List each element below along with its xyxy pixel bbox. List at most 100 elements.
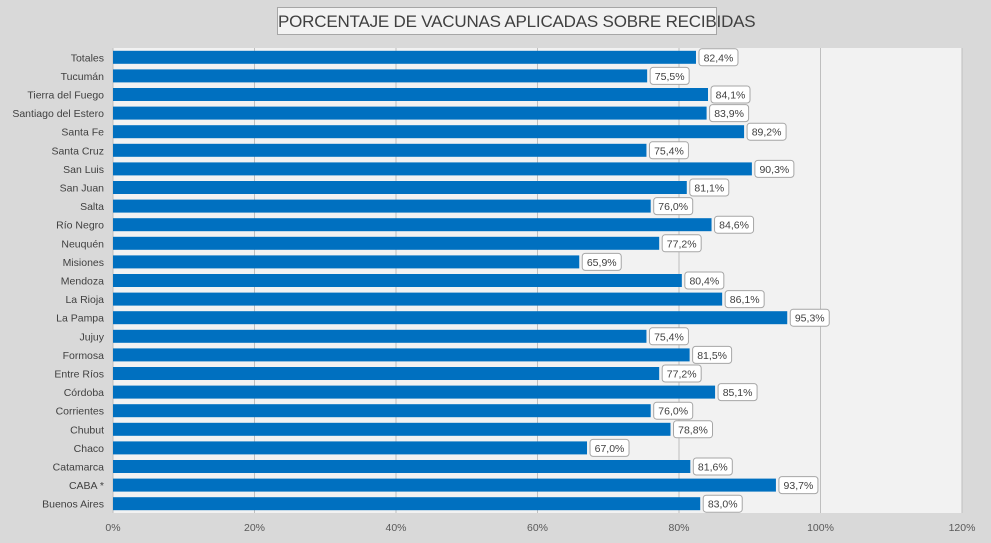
data-label: 77,2% bbox=[667, 238, 697, 250]
data-label: 83,0% bbox=[708, 499, 738, 511]
bar bbox=[113, 88, 709, 101]
category-label: Mendoza bbox=[61, 276, 104, 288]
data-label: 82,4% bbox=[704, 52, 734, 64]
data-label: 90,3% bbox=[759, 164, 789, 176]
data-label-box bbox=[778, 476, 819, 495]
data-label-box bbox=[746, 122, 787, 141]
category-label: Misiones bbox=[63, 257, 104, 269]
data-label: 93,7% bbox=[784, 480, 814, 492]
x-tick-label: 100% bbox=[807, 522, 834, 534]
category-label: San Juan bbox=[60, 183, 105, 195]
data-label: 84,1% bbox=[716, 90, 746, 102]
data-label-box bbox=[653, 401, 694, 420]
bar bbox=[113, 497, 701, 511]
data-label-box bbox=[684, 271, 725, 290]
category-label: La Rioja bbox=[65, 294, 104, 306]
category-label: CABA * bbox=[69, 480, 104, 492]
x-tick-label: 120% bbox=[949, 522, 976, 534]
category-label: Formosa bbox=[63, 350, 105, 362]
data-label-box bbox=[724, 290, 765, 309]
category-label: Santa Fe bbox=[61, 127, 104, 139]
data-label-box bbox=[714, 215, 755, 234]
data-label: 85,1% bbox=[723, 387, 753, 399]
bar bbox=[113, 50, 696, 64]
data-label: 89,2% bbox=[752, 127, 782, 139]
bar bbox=[113, 385, 716, 399]
category-label: Tucumán bbox=[61, 71, 105, 83]
bar bbox=[113, 181, 687, 194]
data-label-box bbox=[692, 457, 733, 476]
chart-title: PORCENTAJE DE VACUNAS APLICADAS SOBRE RE… bbox=[277, 7, 756, 35]
bar bbox=[113, 348, 690, 362]
data-label: 77,2% bbox=[667, 369, 697, 381]
data-label: 81,1% bbox=[694, 183, 724, 195]
bar bbox=[113, 274, 682, 287]
data-label: 67,0% bbox=[595, 443, 625, 455]
category-label: Chaco bbox=[74, 443, 105, 455]
bar bbox=[113, 478, 776, 492]
category-label: Corrientes bbox=[56, 406, 104, 418]
data-label: 75,4% bbox=[654, 331, 684, 343]
data-label: 78,8% bbox=[678, 424, 708, 436]
bar bbox=[113, 69, 648, 83]
data-label-box bbox=[692, 345, 733, 364]
data-label-box bbox=[648, 327, 689, 346]
bar bbox=[113, 218, 712, 232]
category-label: Jujuy bbox=[79, 331, 104, 343]
data-label-box bbox=[653, 197, 694, 216]
category-label: Santiago del Estero bbox=[12, 108, 104, 120]
category-label: Chubut bbox=[70, 424, 104, 436]
category-label: Neuquén bbox=[61, 238, 104, 250]
data-label-box bbox=[709, 104, 750, 123]
bar bbox=[113, 404, 651, 418]
bar bbox=[113, 199, 651, 213]
bar bbox=[113, 106, 707, 120]
data-label-box bbox=[698, 48, 739, 67]
data-label: 75,4% bbox=[654, 145, 684, 157]
category-label: Buenos Aires bbox=[42, 499, 104, 511]
x-tick-label: 80% bbox=[668, 522, 689, 534]
data-label-box bbox=[702, 494, 743, 513]
category-label: Salta bbox=[80, 201, 104, 213]
data-label: 76,0% bbox=[658, 201, 688, 213]
category-label: Totales bbox=[71, 52, 104, 64]
data-label: 81,6% bbox=[698, 462, 728, 474]
x-tick-label: 20% bbox=[244, 522, 265, 534]
category-label: Catamarca bbox=[53, 462, 105, 474]
data-label-box bbox=[717, 383, 758, 402]
category-label: Santa Cruz bbox=[51, 145, 104, 157]
data-label-box bbox=[673, 420, 714, 439]
bar bbox=[113, 162, 752, 176]
bar bbox=[113, 311, 788, 325]
category-label: Entre Ríos bbox=[54, 369, 104, 381]
data-label-box bbox=[710, 85, 751, 104]
category-label: Río Negro bbox=[56, 220, 104, 232]
data-label-box bbox=[789, 308, 830, 327]
x-tick-label: 60% bbox=[527, 522, 548, 534]
data-label-box bbox=[581, 252, 622, 271]
x-tick-label: 0% bbox=[105, 522, 120, 534]
category-label: La Pampa bbox=[56, 313, 104, 325]
bar bbox=[113, 125, 745, 139]
category-label: Tierra del Fuego bbox=[27, 90, 104, 102]
x-tick-label: 40% bbox=[385, 522, 406, 534]
bar bbox=[113, 367, 660, 380]
data-label-box bbox=[649, 66, 690, 85]
bar bbox=[113, 255, 580, 269]
category-label: San Luis bbox=[63, 164, 104, 176]
data-label-box bbox=[754, 159, 795, 178]
data-label: 76,0% bbox=[658, 406, 688, 418]
data-label-box bbox=[589, 438, 630, 457]
data-label: 80,4% bbox=[689, 276, 719, 288]
data-label-box bbox=[648, 141, 689, 160]
data-label: 75,5% bbox=[655, 71, 685, 83]
bar bbox=[113, 236, 660, 250]
bar bbox=[113, 422, 671, 436]
bar bbox=[113, 329, 647, 343]
data-label: 95,3% bbox=[795, 313, 825, 325]
data-label-box bbox=[661, 364, 702, 383]
data-label: 84,6% bbox=[719, 220, 749, 232]
bar bbox=[113, 460, 691, 473]
